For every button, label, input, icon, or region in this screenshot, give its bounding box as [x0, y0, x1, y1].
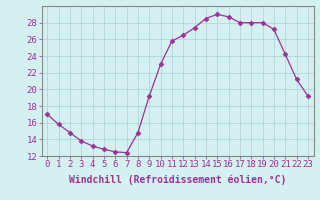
X-axis label: Windchill (Refroidissement éolien,°C): Windchill (Refroidissement éolien,°C) — [69, 175, 286, 185]
